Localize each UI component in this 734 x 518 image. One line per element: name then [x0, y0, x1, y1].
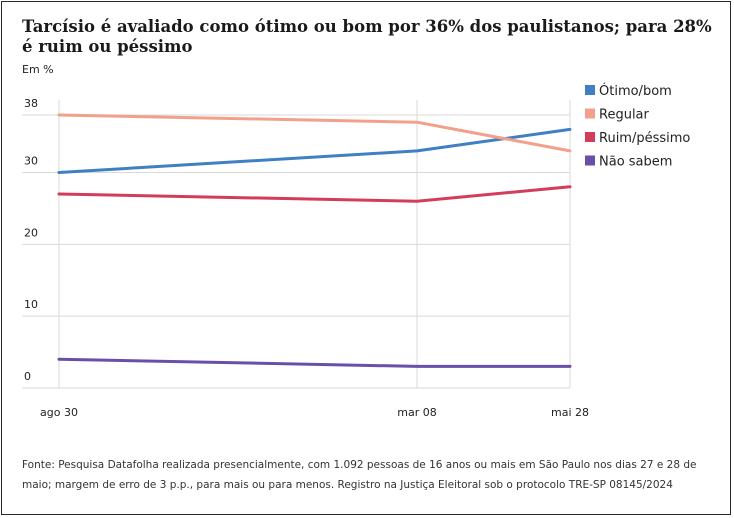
legend-swatch [585, 155, 595, 166]
x-tick-label: ago 30 [40, 406, 78, 419]
y-tick-label: 38 [24, 97, 38, 110]
legend-swatch [585, 108, 595, 119]
legend-label: Regular [599, 108, 650, 123]
legend-swatch [585, 85, 595, 95]
legend-swatch [585, 132, 595, 142]
y-tick-label: 20 [24, 226, 38, 239]
unit-label: Em % [22, 63, 54, 76]
series-line-3 [57, 357, 572, 368]
series-line-1 [57, 113, 572, 153]
legend: Ótimo/bom Regular Ruim/péssimo Não sabem [585, 83, 690, 170]
y-axis-ticks: 0 10 20 30 38 [24, 97, 38, 383]
legend-label: Não sabem [599, 155, 672, 170]
source-note: Fonte: Pesquisa Datafolha realizada pres… [22, 459, 697, 491]
series-line-0 [57, 127, 572, 174]
legend-label: Ótimo/bom [599, 83, 672, 99]
legend-label: Ruim/péssimo [599, 131, 690, 146]
series-line-2 [57, 185, 572, 203]
line-chart: 0 10 20 30 38 ago 30 mar 08 mai 28 Ótimo/bom Re… [22, 83, 690, 419]
y-tick-label: 0 [24, 370, 31, 383]
chart-title: Tarcísio é avaliado como ótimo ou bom po… [22, 17, 712, 56]
x-axis-ticks: ago 30 mar 08 mai 28 [40, 406, 589, 419]
y-tick-label: 30 [24, 154, 38, 167]
x-tick-label: mai 28 [551, 406, 589, 419]
y-tick-label: 10 [24, 298, 38, 311]
series-lines [57, 113, 572, 368]
x-tick-label: mar 08 [397, 406, 436, 419]
grid-lines [22, 100, 571, 389]
